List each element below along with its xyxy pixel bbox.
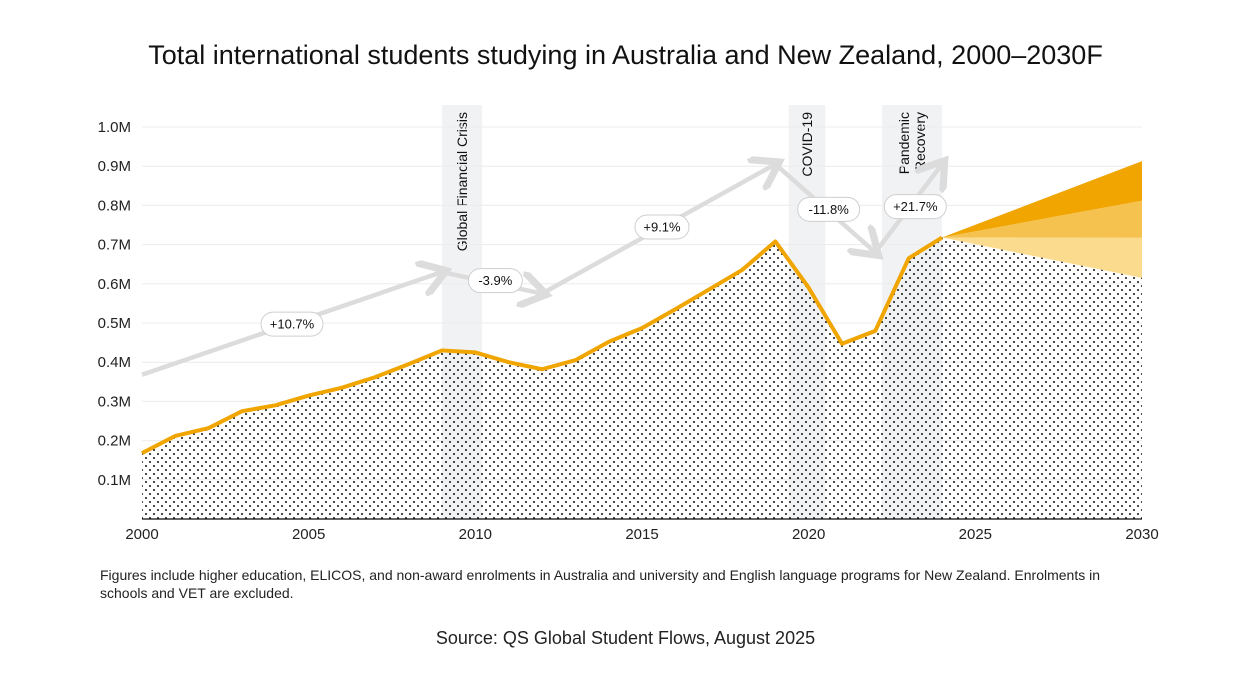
trend-label-pill bbox=[797, 196, 861, 222]
y-tick-label: 0.5M bbox=[98, 315, 131, 332]
dotted-area bbox=[142, 237, 1142, 519]
chart-title: Total international students studying in… bbox=[148, 40, 1103, 70]
trend-label-pill bbox=[634, 214, 690, 240]
source: Source: QS Global Student Flows, August … bbox=[435, 628, 816, 648]
trend-label-pill bbox=[467, 268, 523, 294]
forecast-band-upper bbox=[942, 200, 1142, 238]
y-tick-label: 0.8M bbox=[98, 197, 131, 214]
y-tick-label: 0.1M bbox=[98, 472, 131, 489]
x-tick-label: 2010 bbox=[459, 526, 492, 543]
y-tick-label: 0.4M bbox=[98, 354, 131, 371]
x-tick-label: 2025 bbox=[959, 526, 992, 543]
trend-label-pill bbox=[260, 311, 324, 337]
series-line bbox=[141, 235, 944, 455]
plot-area bbox=[141, 161, 1142, 519]
trend-label-pill bbox=[883, 194, 947, 220]
x-tick-label: 2000 bbox=[125, 526, 158, 543]
trend-label: -3.9% bbox=[478, 273, 512, 288]
trend-label: +9.1% bbox=[643, 219, 681, 234]
y-tick-label: 0.2M bbox=[98, 433, 131, 450]
event-label: Recovery bbox=[912, 112, 928, 171]
x-tick-label: 2020 bbox=[792, 526, 825, 543]
x-tick-label: 2015 bbox=[625, 526, 658, 543]
trend-arrows: +10.7% -3.9% +9.1% -11.8% +21.7% bbox=[141, 164, 947, 377]
event-label: COVID-19 bbox=[799, 112, 815, 177]
chart: Global Financial Crisis COVID-19 Pandemic R… bbox=[98, 105, 1159, 543]
x-tick-label: 2005 bbox=[292, 526, 325, 543]
y-tick-label: 0.7M bbox=[98, 237, 131, 254]
y-tick-label: 0.9M bbox=[98, 158, 131, 175]
event-label: Global Financial Crisis bbox=[454, 112, 470, 251]
forecast-band-lower bbox=[942, 237, 1142, 278]
y-tick-label: 0.6M bbox=[98, 276, 131, 293]
x-tick-label: 2030 bbox=[1125, 526, 1158, 543]
y-tick-label: 1.0M bbox=[98, 119, 131, 136]
trend-label: +21.7% bbox=[893, 199, 938, 214]
footnote: Figures include higher education, ELICOS… bbox=[100, 567, 1101, 601]
event-label: Pandemic bbox=[896, 112, 912, 174]
trend-label: +10.7% bbox=[270, 317, 315, 332]
y-tick-label: 0.3M bbox=[98, 393, 131, 410]
forecast-band-high bbox=[942, 161, 1142, 238]
trend-label: -11.8% bbox=[809, 202, 850, 217]
axes: 0.1M 0.2M 0.3M 0.4M 0.5M 0.6M 0.7M 0.8M 0.9M 1.0M… bbox=[98, 119, 1159, 543]
